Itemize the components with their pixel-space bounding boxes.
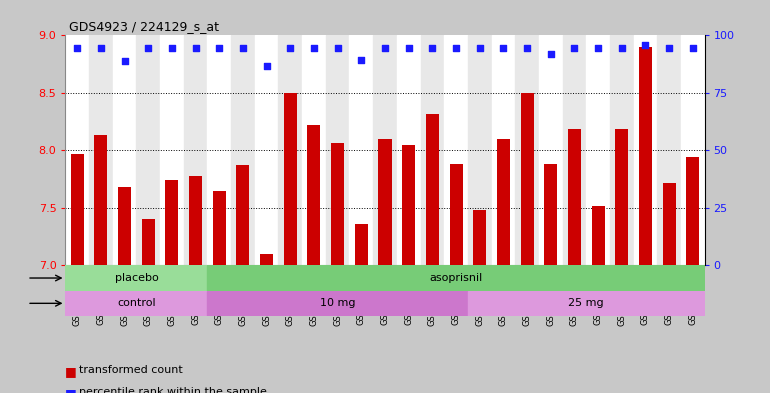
Bar bbox=[444, 35, 468, 265]
Point bbox=[639, 41, 651, 48]
Point bbox=[497, 45, 510, 51]
Point bbox=[592, 45, 604, 51]
Bar bbox=[95, 136, 108, 265]
Point bbox=[237, 45, 249, 51]
Point bbox=[403, 45, 415, 51]
Bar bbox=[521, 93, 534, 265]
Text: 25 mg: 25 mg bbox=[568, 298, 604, 309]
Text: control: control bbox=[117, 298, 156, 309]
Point bbox=[166, 45, 178, 51]
Point bbox=[260, 63, 273, 70]
Bar bbox=[160, 35, 184, 265]
Bar bbox=[567, 129, 581, 265]
Bar bbox=[397, 35, 420, 265]
Text: ■: ■ bbox=[65, 365, 81, 378]
Bar bbox=[497, 139, 510, 265]
Point bbox=[615, 45, 628, 51]
Bar bbox=[468, 291, 705, 316]
Bar bbox=[284, 93, 296, 265]
Bar bbox=[591, 206, 604, 265]
Point bbox=[544, 51, 557, 57]
Bar bbox=[65, 291, 207, 316]
Bar bbox=[207, 291, 468, 316]
Bar bbox=[326, 35, 350, 265]
Point bbox=[284, 45, 296, 51]
Point bbox=[687, 45, 699, 51]
Bar bbox=[515, 35, 539, 265]
Bar bbox=[426, 114, 439, 265]
Bar bbox=[686, 157, 699, 265]
Bar bbox=[166, 180, 179, 265]
Point bbox=[521, 45, 533, 51]
Point bbox=[119, 57, 131, 64]
Bar bbox=[639, 47, 652, 265]
Bar bbox=[373, 35, 397, 265]
Point bbox=[142, 45, 155, 51]
Bar bbox=[615, 129, 628, 265]
Bar bbox=[350, 35, 373, 265]
Bar bbox=[610, 35, 634, 265]
Bar bbox=[302, 35, 326, 265]
Point bbox=[71, 45, 83, 51]
Point bbox=[450, 45, 462, 51]
Bar bbox=[450, 164, 463, 265]
Bar bbox=[379, 139, 391, 265]
Bar bbox=[420, 35, 444, 265]
Bar bbox=[112, 35, 136, 265]
Bar bbox=[539, 35, 563, 265]
Bar bbox=[634, 35, 658, 265]
Bar bbox=[65, 265, 207, 291]
Text: asoprisnil: asoprisnil bbox=[430, 273, 483, 283]
Bar bbox=[544, 164, 557, 265]
Bar bbox=[189, 176, 203, 265]
Text: ■: ■ bbox=[65, 387, 81, 393]
Bar bbox=[468, 35, 491, 265]
Bar bbox=[402, 145, 415, 265]
Point bbox=[474, 45, 486, 51]
Bar bbox=[681, 35, 705, 265]
Bar bbox=[184, 35, 207, 265]
Bar bbox=[658, 35, 681, 265]
Bar bbox=[474, 210, 486, 265]
Bar bbox=[231, 35, 255, 265]
Bar bbox=[207, 35, 231, 265]
Point bbox=[189, 45, 202, 51]
Point bbox=[663, 45, 675, 51]
Bar bbox=[207, 265, 705, 291]
Point bbox=[95, 45, 107, 51]
Point bbox=[213, 45, 226, 51]
Text: 10 mg: 10 mg bbox=[320, 298, 356, 309]
Bar bbox=[65, 35, 89, 265]
Bar bbox=[136, 35, 160, 265]
Text: placebo: placebo bbox=[115, 273, 159, 283]
Text: GDS4923 / 224129_s_at: GDS4923 / 224129_s_at bbox=[69, 20, 219, 33]
Bar bbox=[563, 35, 586, 265]
Bar bbox=[260, 254, 273, 265]
Bar bbox=[89, 35, 112, 265]
Bar bbox=[331, 143, 344, 265]
Bar bbox=[71, 154, 84, 265]
Point bbox=[426, 45, 438, 51]
Bar bbox=[662, 183, 675, 265]
Bar bbox=[586, 35, 610, 265]
Text: percentile rank within the sample: percentile rank within the sample bbox=[79, 387, 267, 393]
Text: transformed count: transformed count bbox=[79, 365, 183, 375]
Bar bbox=[355, 224, 368, 265]
Bar bbox=[142, 219, 155, 265]
Bar bbox=[118, 187, 131, 265]
Point bbox=[355, 56, 367, 62]
Bar bbox=[236, 165, 249, 265]
Bar bbox=[213, 191, 226, 265]
Point bbox=[379, 45, 391, 51]
Bar bbox=[307, 125, 320, 265]
Point bbox=[308, 45, 320, 51]
Bar bbox=[279, 35, 302, 265]
Point bbox=[332, 45, 344, 51]
Bar bbox=[255, 35, 279, 265]
Bar bbox=[491, 35, 515, 265]
Point bbox=[568, 45, 581, 51]
